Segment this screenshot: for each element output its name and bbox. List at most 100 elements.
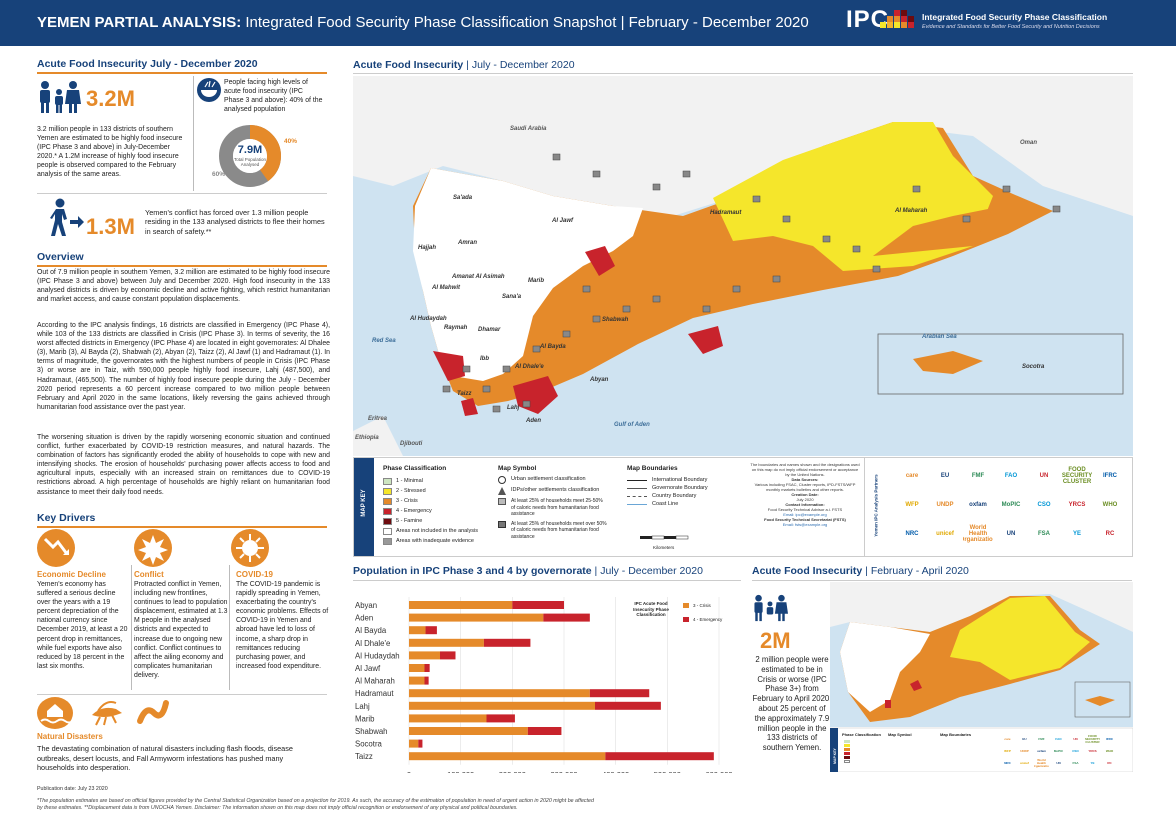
- divider: [37, 694, 327, 695]
- divider: [37, 193, 327, 194]
- governorate-bar-chart: 0 100,000 200,000 300,000 400,000 500,000 600,…: [353, 583, 743, 779]
- bar-segment: [425, 626, 437, 635]
- partner-logo: FMF: [971, 473, 985, 479]
- map-title: Acute Food Insecurity | July - December …: [353, 59, 575, 71]
- ipc-tagline: Evidence and Standards for Better Food S…: [922, 24, 1100, 30]
- mini-key-symbol-title: Map Symbol: [888, 732, 912, 737]
- locust-icon: [92, 701, 122, 726]
- label-oman: Oman: [1020, 140, 1038, 146]
- boundary-legend: International Boundary Governorate Bound…: [627, 476, 708, 508]
- bar-segment: [424, 676, 429, 685]
- divider: [131, 565, 132, 690]
- overview-paragraph-1: Out of 7.9 million people in southern Ye…: [37, 269, 330, 304]
- partner-logo: MoPIC: [1053, 748, 1064, 753]
- partner-logo: CSO: [1072, 748, 1079, 753]
- partner-logo: RC: [1105, 531, 1115, 537]
- label-arabiansea: Arabian Sea: [922, 334, 957, 340]
- phase-legend-row: 5 - Famine: [383, 516, 478, 526]
- partner-logo: FSA: [1038, 531, 1050, 537]
- label-saudi: Saudi Arabia: [510, 126, 547, 132]
- label-marib: Marib: [528, 278, 545, 284]
- emergency-zone-marib: [585, 246, 615, 276]
- driver-covid-text: The COVID-19 pandemic is rapidly spreadi…: [236, 581, 329, 670]
- symbol-legend-row: At least 25% of households meet over 50%…: [498, 520, 608, 541]
- x-tick-label: 0: [407, 770, 411, 773]
- bar-segment: [595, 701, 661, 710]
- label-abyan: Abyan: [590, 377, 609, 383]
- category-label: Hadramaut: [355, 689, 394, 698]
- partner-logo: World Health Organization: [963, 525, 993, 543]
- symbol-legend: Urban settlement classification IDPs/oth…: [498, 476, 608, 540]
- phase3-total-value: 3.2M: [86, 86, 135, 111]
- label-raymah: Raymah: [444, 325, 468, 331]
- driver-economic-text: Yemen's economy has suffered a serious d…: [37, 581, 128, 670]
- bar-chart-svg: 0 100,000 200,000 300,000 400,000 500,000 600,…: [355, 597, 733, 779]
- idp-value: 1.3M: [86, 214, 135, 239]
- divider: [864, 458, 865, 556]
- label-ibb: Ibb: [480, 356, 489, 362]
- food-bowl-icon: [197, 78, 221, 102]
- bar-segment: [409, 689, 590, 698]
- symbol-title: Map Symbol: [498, 465, 537, 472]
- overview-title: Overview: [37, 251, 327, 267]
- partner-logo: UNDP: [1020, 748, 1029, 753]
- economic-decline-icon: [37, 529, 75, 567]
- boundary-title: Map Boundaries: [627, 465, 678, 472]
- map-key-side-label: MAP KEY: [361, 489, 367, 517]
- publication-date: Publication date: July 23 2020: [37, 786, 108, 792]
- bar-segment: [409, 752, 606, 761]
- legend-item-emergency: 4 - Emergency: [683, 617, 722, 622]
- emergency-zone-aden: [461, 398, 478, 416]
- label-eritrea: Eritrea: [368, 416, 388, 422]
- partner-logo: WFP: [905, 502, 919, 508]
- partner-logo: EU: [940, 473, 950, 479]
- bar-segment: [409, 714, 487, 723]
- partner-logo: WHO: [1102, 502, 1118, 508]
- partner-logo: care: [905, 473, 919, 479]
- phase-legend-row: Areas not included in the analysis: [383, 526, 478, 536]
- chart-legend-title: IPC Acute Food Insecurity Phase Classifi…: [633, 601, 669, 617]
- label-ethiopia: Ethiopia: [355, 435, 379, 441]
- partner-logo: YRCS: [1068, 502, 1086, 508]
- partner-logo: unicef: [936, 531, 954, 537]
- donut-center-value: 7.9M: [237, 144, 263, 156]
- label-hadramaut: Hadramaut: [710, 210, 742, 216]
- label-amanat: Amanat Al Asimah: [452, 274, 505, 280]
- phase-legend-row: 4 - Emergency: [383, 506, 478, 516]
- bar-segment: [527, 727, 562, 735]
- partner-logo: WHO: [1105, 748, 1114, 753]
- label-shabwah: Shabwah: [602, 317, 629, 323]
- emergency-zone-taizz: [433, 351, 465, 381]
- mini-key-side-label: MAP KEY: [833, 748, 837, 764]
- mini-key-phase-title: Phase Classification: [842, 732, 881, 737]
- feb-april-title: Acute Food Insecurity | February - April…: [752, 565, 969, 577]
- driver-natural-title: Natural Disasters: [37, 732, 103, 741]
- x-tick-label: 600,000: [705, 770, 732, 773]
- partner-logo: oxfam: [969, 502, 987, 508]
- header-bar: YEMEN PARTIAL ANALYSIS: Integrated Food …: [0, 0, 1176, 46]
- x-tick-label: 200,000: [499, 770, 526, 773]
- x-tick-label: 500,000: [654, 770, 681, 773]
- assistance-symbols: [442, 153, 1061, 413]
- divider: [193, 76, 194, 191]
- label-amran: Amran: [458, 240, 478, 246]
- partner-logo: UN: [1056, 760, 1061, 765]
- partner-logo: World Health Organization: [1034, 758, 1049, 768]
- feb-april-description: 2 million people were estimated to be in…: [752, 655, 832, 753]
- page-title: YEMEN PARTIAL ANALYSIS: Integrated Food …: [37, 14, 809, 31]
- boundary-legend-row: Governorate Boundary: [627, 484, 708, 492]
- socotra-island: [913, 351, 983, 374]
- displaced-walking-icon: [50, 198, 84, 236]
- phase-title: Phase Classification: [383, 465, 447, 472]
- covid-virus-icon: [231, 529, 269, 567]
- donut-caption: People facing high levels of acute food …: [224, 79, 323, 114]
- partner-logo: IFRC: [1106, 736, 1113, 741]
- bar-segment: [409, 664, 425, 672]
- ipc-logo-squares-icon: [880, 10, 914, 28]
- socotra-inset-frame: [877, 333, 1124, 395]
- label-dhamar: Dhamar: [478, 327, 501, 333]
- label-albayda: Al Bayda: [540, 344, 566, 350]
- label-djibouti: Djibouti: [400, 441, 423, 447]
- category-label: Taizz: [355, 752, 373, 761]
- people-icon-small: [754, 594, 788, 622]
